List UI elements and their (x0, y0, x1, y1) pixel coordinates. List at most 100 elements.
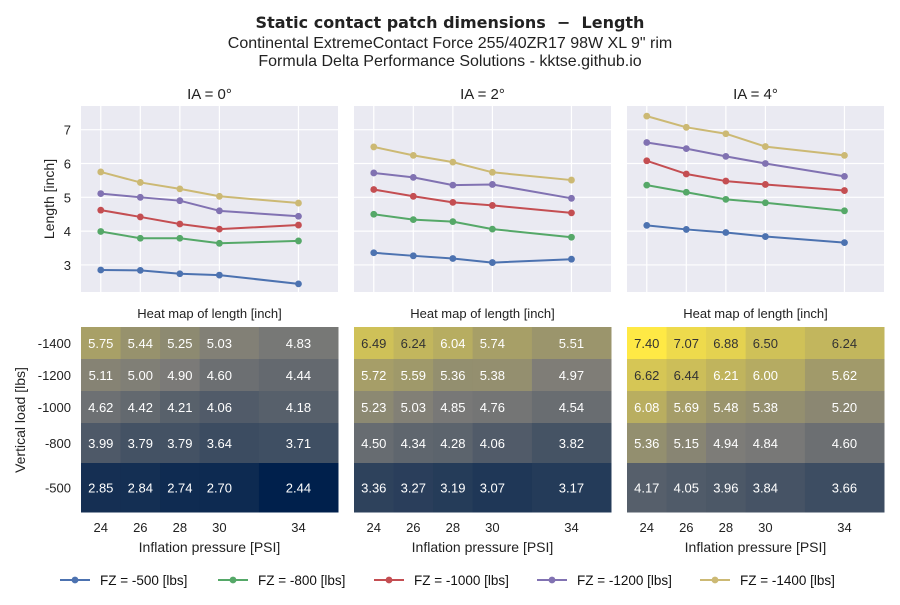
x-tick-label: 26 (133, 520, 147, 535)
figure-title: Static contact patch dimensions − Length (256, 13, 645, 32)
data-point (295, 199, 302, 207)
x-tick-label: 34 (837, 520, 851, 535)
heatmap-row-label: -1000 (38, 400, 71, 415)
heatmap-cell-label: 4.60 (832, 436, 857, 451)
panel-title: IA = 4° (733, 86, 778, 103)
heatmap-cell (354, 359, 395, 392)
legend-swatch-marker (71, 576, 79, 584)
legend-label: FZ = -500 [lbs] (100, 573, 187, 588)
data-point (97, 168, 105, 176)
heatmap-cell (472, 327, 533, 360)
heatmap-cell-label: 6.24 (401, 336, 426, 351)
heatmap-cell (804, 463, 885, 513)
heatmap-cell-label: 5.36 (634, 436, 659, 451)
heatmap-cell-label: 6.62 (634, 368, 659, 383)
heatmap-cell-label: 4.42 (128, 400, 153, 415)
heatmap-cell (745, 327, 806, 360)
heatmap-cell (433, 327, 474, 360)
heatmap-title: Heat map of length [inch] (137, 306, 282, 321)
heatmap-cell-label: 2.70 (207, 481, 232, 496)
heatmap-cell-label: 3.96 (713, 481, 738, 496)
data-point (136, 193, 144, 201)
heatmap-cell (531, 423, 612, 464)
heatmap-cell (160, 359, 201, 392)
data-point (370, 249, 378, 257)
heatmap-cell-label: 3.71 (286, 436, 311, 451)
data-point (761, 143, 769, 150)
heatmap-cell (666, 359, 707, 392)
data-point (176, 197, 184, 205)
heatmap-cell-label: 4.44 (286, 368, 311, 383)
data-point (568, 233, 575, 241)
data-point (761, 199, 769, 207)
heatmap-cell (354, 463, 395, 513)
x-tick-label: 30 (212, 520, 226, 535)
y-tick-label: 6 (64, 156, 71, 171)
data-point (176, 270, 184, 278)
data-point (136, 266, 144, 274)
heatmap-cell-label: 3.66 (832, 481, 857, 496)
heatmap-cell (199, 423, 260, 464)
x-tick-label: 34 (291, 520, 305, 535)
data-point (568, 255, 575, 263)
heatmap-cell-label: 4.94 (713, 436, 738, 451)
data-point (841, 172, 848, 180)
heatmap-cell-label: 5.23 (361, 400, 386, 415)
heatmap-cell (627, 327, 668, 360)
x-axis-label: Inflation pressure [PSI] (139, 539, 281, 555)
heatmap-cell-label: 5.15 (674, 436, 699, 451)
heatmap-cell-label: 7.40 (634, 336, 659, 351)
heatmap-cell (354, 423, 395, 464)
legend-label: FZ = -1000 [lbs] (414, 573, 509, 588)
heatmap-cell-label: 4.90 (167, 368, 192, 383)
heatmap-title: Heat map of length [inch] (683, 306, 828, 321)
heatmap-cell-label: 5.44 (128, 336, 153, 351)
legend-item: FZ = -800 [lbs] (218, 573, 345, 588)
heatmap-cell-label: 5.51 (559, 336, 584, 351)
legend-item: FZ = -500 [lbs] (60, 573, 187, 588)
y-tick-label: 4 (64, 224, 71, 239)
data-point (568, 194, 575, 202)
heatmap-cell-label: 6.88 (713, 336, 738, 351)
heatmap-cell (472, 391, 533, 424)
heatmap-cell-label: 4.60 (207, 368, 232, 383)
data-point (97, 266, 105, 274)
heatmap-cell (804, 423, 885, 464)
heatmap-cell (81, 463, 122, 513)
data-point (409, 192, 417, 200)
heatmap-cell (160, 391, 201, 424)
heatmap-cell-label: 4.17 (634, 481, 659, 496)
data-point (97, 206, 105, 214)
heatmap-cell (258, 359, 339, 392)
data-point (761, 233, 769, 240)
data-point (449, 198, 457, 206)
heatmap-cell (81, 327, 122, 360)
y-tick-label: 5 (64, 190, 71, 205)
heatmap-cell (472, 423, 533, 464)
heatmap-cell (160, 327, 201, 360)
heatmap-cell-label: 3.82 (559, 436, 584, 451)
x-tick-label: 26 (406, 520, 420, 535)
heatmap-cell-label: 4.28 (440, 436, 465, 451)
data-point (682, 226, 690, 233)
data-point (215, 207, 223, 215)
data-point (136, 213, 144, 221)
data-point (841, 207, 848, 215)
data-point (488, 225, 496, 233)
heatmap-cell-label: 4.76 (480, 400, 505, 415)
heatmap-cell (393, 423, 434, 464)
legend-swatch-marker (229, 576, 237, 584)
heatmap-cell-label: 6.00 (753, 368, 778, 383)
heatmap-cell-label: 3.84 (753, 481, 778, 496)
heatmap-cell (745, 391, 806, 424)
panel-2: IA = 4° Heat map of length [inch] 7.40 7.07… (627, 86, 885, 555)
heatmap-cell-label: 5.03 (401, 400, 426, 415)
heatmap-cell-label: 6.24 (832, 336, 857, 351)
data-point (409, 151, 417, 159)
heatmap-cell-label: 5.75 (88, 336, 113, 351)
heatmap-cell-label: 6.50 (753, 336, 778, 351)
data-point (568, 176, 575, 184)
heatmap-cell-label: 4.54 (559, 400, 584, 415)
data-point (488, 181, 496, 188)
